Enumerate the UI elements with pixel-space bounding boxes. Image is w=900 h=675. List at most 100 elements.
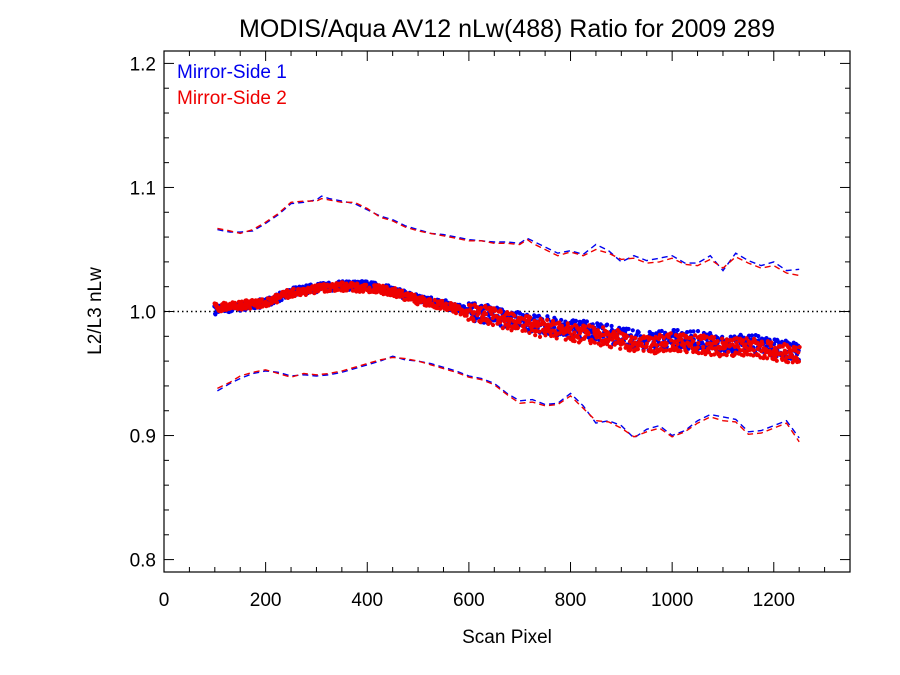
mirror-side-2-point: [291, 286, 296, 291]
mirror-side-1-point: [688, 329, 693, 334]
mirror-side-2-point: [432, 297, 437, 303]
mirror-side-2-point: [515, 325, 521, 330]
x-tick-label: 400: [351, 590, 383, 611]
mirror-side-2-point: [712, 352, 717, 357]
mirror-side-1-point: [650, 332, 655, 337]
mirror-side-1-point: [626, 326, 631, 332]
mirror-side-1-point: [685, 330, 690, 335]
mirror-side-2-point: [483, 311, 489, 317]
mirror-side-1-point: [659, 328, 664, 334]
mirror-side-2-point: [672, 339, 677, 344]
mirror-side-2-point: [537, 334, 543, 339]
mirror-side-2-point: [554, 336, 559, 341]
mirror-side-2-point: [668, 331, 673, 336]
mirror-side-2-point: [751, 353, 756, 358]
mirror-side-2-point: [796, 359, 802, 364]
mirror-side-2-point: [760, 341, 765, 347]
mirror-side-2-point: [527, 330, 532, 335]
mirror-side-2-point: [744, 336, 749, 341]
mirror-side-2-point: [543, 333, 548, 338]
mirror-side-2-point: [592, 340, 597, 345]
mirror-side-2-point: [274, 300, 280, 305]
chart-title: MODIS/Aqua AV12 nLw(488) Ratio for 2009 …: [239, 15, 775, 43]
mirror-side-2-point: [512, 313, 517, 318]
x-tick-label: 1200: [753, 590, 795, 611]
mirror-side-2-point: [688, 343, 694, 348]
mirror-side-2-point: [722, 345, 728, 351]
mirror-side-2-point: [654, 343, 659, 348]
x-axis-label: Scan Pixel: [462, 627, 552, 648]
mirror-side-2-point: [525, 322, 530, 327]
mirror-side-2-point: [628, 347, 633, 352]
mirror-side-2-point: [751, 348, 757, 353]
mirror-side-2-point: [565, 321, 570, 326]
mirror-side-2-point: [741, 353, 746, 358]
plot-area: [164, 195, 850, 443]
y-axis-label: L2/L3 nLw: [85, 267, 106, 355]
mirror-side-2-point: [528, 315, 533, 320]
mirror-side-2-point: [609, 345, 614, 350]
mirror-side-2-point: [303, 292, 308, 297]
x-tick-label: 1000: [651, 590, 693, 611]
mirror-side-2-point: [666, 335, 671, 340]
mirror-side-1-point: [584, 319, 590, 324]
mirror-side-2-point: [601, 342, 606, 347]
mirror-side-2-point: [618, 346, 623, 351]
mirror-side-2-points: [212, 280, 802, 365]
mirror-side-2-point: [656, 336, 662, 342]
x-tick-label: 200: [250, 590, 282, 611]
mirror-side-2-lower-envelope: [217, 356, 800, 443]
mirror-side-2-point: [259, 297, 264, 302]
mirror-side-2-point: [678, 348, 683, 354]
mirror-side-1-point: [605, 322, 610, 327]
mirror-side-2-point: [488, 320, 493, 325]
mirror-side-2-point: [630, 335, 635, 340]
mirror-side-2-point: [615, 333, 620, 338]
mirror-side-2-point: [248, 306, 253, 311]
mirror-side-1-point: [749, 333, 755, 338]
mirror-side-2-point: [797, 345, 802, 350]
y-tick-label: 1.0: [130, 303, 156, 324]
mirror-side-2-point: [664, 348, 669, 353]
mirror-side-2-point: [415, 302, 420, 307]
legend-mirror-side-2: Mirror-Side 2: [177, 88, 287, 109]
mirror-side-2-point: [684, 350, 689, 355]
mirror-side-2-point: [611, 329, 617, 334]
mirror-side-2-point: [640, 344, 645, 349]
mirror-side-2-point: [720, 336, 725, 341]
mirror-side-2-point: [745, 352, 750, 357]
mirror-side-2-point: [594, 335, 599, 340]
mirror-side-2-point: [774, 358, 779, 363]
mirror-side-2-point: [572, 339, 577, 344]
mirror-side-2-point: [449, 301, 454, 306]
x-tick-label: 800: [555, 590, 587, 611]
mirror-side-2-point: [724, 353, 729, 358]
mirror-side-2-point: [661, 335, 666, 340]
mirror-side-2-point: [500, 326, 505, 331]
mirror-side-2-point: [557, 320, 562, 325]
mirror-side-2-point: [471, 318, 476, 323]
mirror-side-2-point: [572, 330, 577, 335]
mirror-side-2-point: [232, 300, 237, 305]
mirror-side-2-point: [583, 335, 588, 340]
mirror-side-2-point: [793, 345, 798, 350]
mirror-side-2-point: [601, 325, 606, 330]
mirror-side-2-point: [364, 282, 369, 287]
mirror-side-2-point: [796, 350, 801, 355]
mirror-side-2-point: [741, 338, 746, 343]
mirror-side-2-point: [443, 301, 449, 306]
mirror-side-2-point: [545, 317, 550, 322]
mirror-side-2-point: [533, 333, 538, 338]
x-tick-label: 0: [159, 590, 170, 611]
mirror-side-2-point: [340, 280, 345, 285]
mirror-side-2-point: [783, 351, 789, 356]
mirror-side-1-point: [443, 298, 448, 303]
mirror-side-1-point: [672, 328, 677, 333]
mirror-side-2-point: [344, 288, 349, 293]
mirror-side-2-point: [736, 345, 741, 350]
mirror-side-2-point: [428, 298, 433, 303]
legend: Mirror-Side 1 Mirror-Side 2: [177, 62, 287, 109]
mirror-side-2-point: [569, 324, 574, 330]
mirror-side-2-point: [400, 288, 405, 293]
